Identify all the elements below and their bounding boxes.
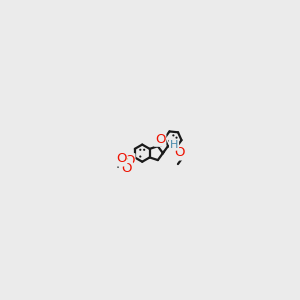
Text: S: S: [120, 157, 128, 170]
Text: O: O: [174, 146, 184, 160]
Text: O: O: [124, 154, 134, 167]
Text: H: H: [170, 140, 178, 150]
Text: O: O: [155, 133, 165, 146]
Text: O: O: [116, 152, 126, 165]
Text: O: O: [122, 162, 132, 175]
